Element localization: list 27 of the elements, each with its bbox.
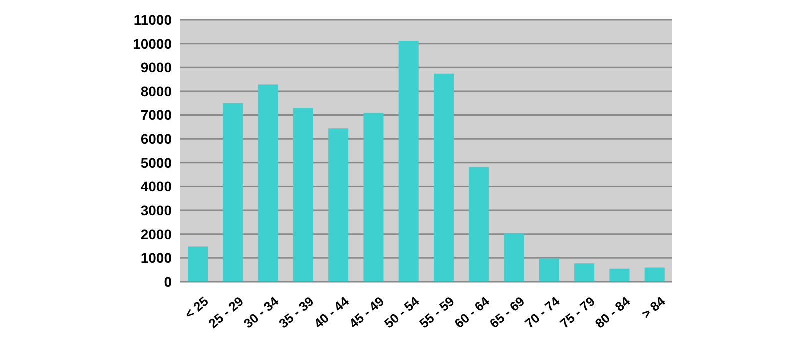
bar [364, 113, 384, 282]
y-tick-label: 11000 [134, 12, 172, 28]
y-tick-label: 3000 [140, 202, 172, 219]
x-tick-label: > 84 [638, 293, 669, 322]
bar [258, 84, 278, 282]
y-tick-label: 8000 [140, 83, 172, 100]
bar [223, 103, 244, 282]
bar [398, 40, 419, 282]
bar [328, 128, 349, 282]
y-tick-label: 0 [164, 274, 172, 290]
bar [293, 108, 314, 282]
bar [188, 246, 208, 282]
y-tick-label: 9000 [140, 60, 172, 76]
y-tick-label: 2000 [140, 226, 172, 242]
y-tick-label: 6000 [140, 131, 172, 148]
y-tick-label: 1000 [140, 250, 172, 266]
bar [610, 268, 630, 282]
y-tick-label: 4000 [140, 178, 172, 195]
y-tick-label: 7000 [140, 107, 172, 124]
bar [504, 233, 524, 282]
bar [539, 258, 560, 282]
y-tick-label: 5000 [140, 154, 172, 171]
bar [644, 268, 665, 282]
y-tick-label: 10000 [133, 36, 172, 52]
bar [434, 74, 454, 282]
bar [574, 264, 595, 282]
bar [469, 167, 490, 282]
